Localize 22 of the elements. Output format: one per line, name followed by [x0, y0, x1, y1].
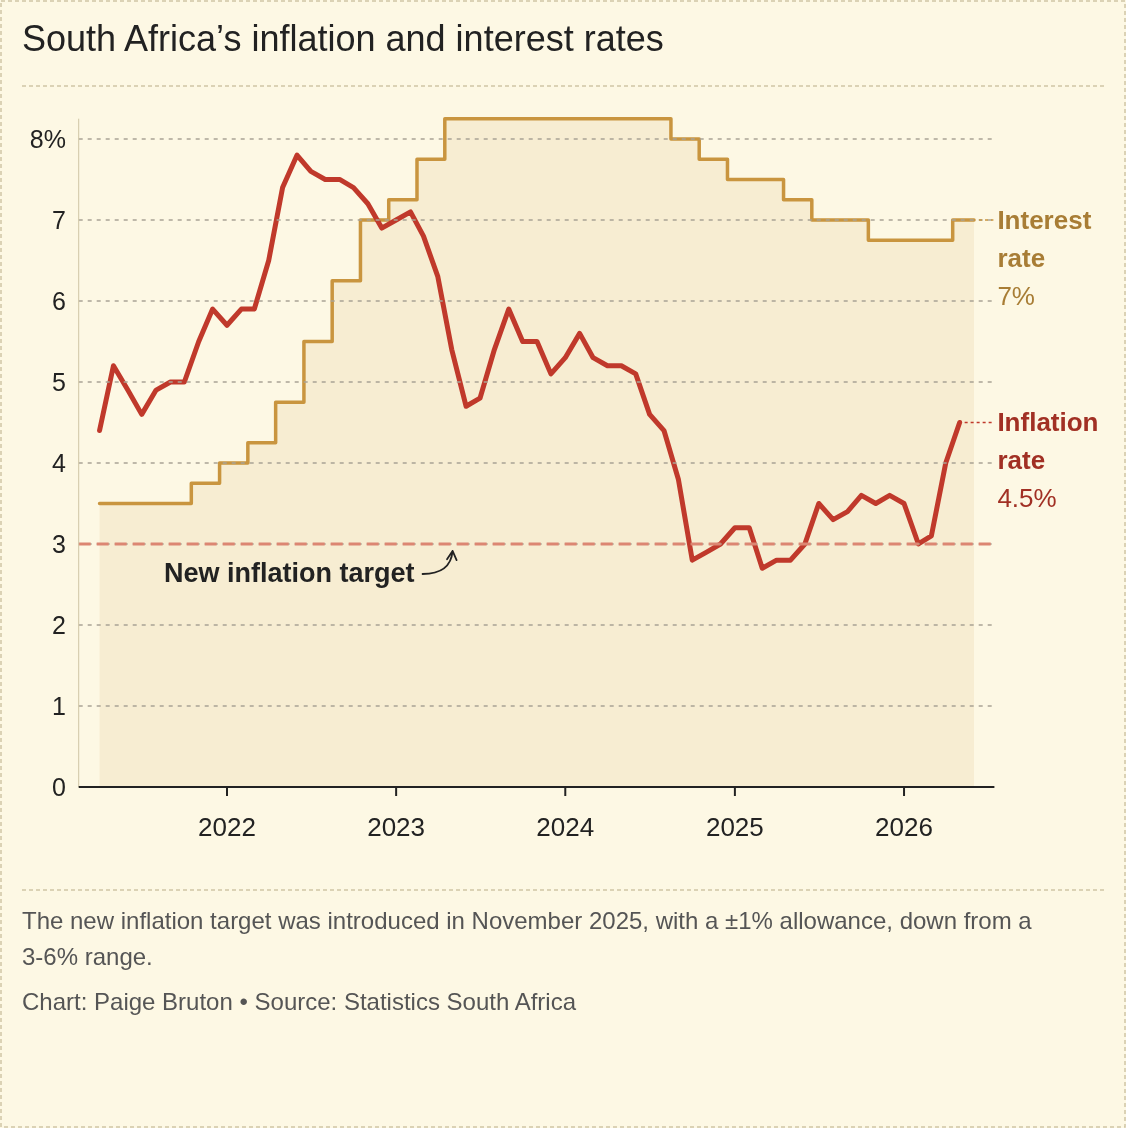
y-tick-label: 4 — [52, 448, 67, 477]
chart-title: South Africa’s inflation and interest rates — [22, 18, 664, 59]
text: Chart: Paige Bruton • Source: Statistics South Africa — [22, 988, 577, 1015]
y-tick-label: 3 — [52, 529, 66, 558]
text: The new inflation target was introduced in November 2025, with a ±1% allowance, down from a 3-6% range. — [22, 907, 1033, 970]
data-label: 7% — [997, 280, 1035, 311]
x-tick-label: 2025 — [705, 812, 764, 842]
x-tick-label: 2024 — [536, 812, 595, 842]
y-tick-label: 1 — [52, 691, 66, 720]
x-tick-label: 2023 — [367, 812, 426, 842]
x-tick-label: 2026 — [875, 812, 933, 842]
y-tick-label: 2 — [52, 610, 66, 639]
data-label: 4.5% — [997, 483, 1057, 514]
y-tick-label: 5 — [52, 367, 66, 396]
y-tick-label: 0 — [52, 773, 66, 801]
x-tick-label: 2022 — [198, 812, 256, 842]
y-tick-label: 6 — [52, 286, 66, 315]
legend-label: Interest rate — [997, 204, 1092, 273]
y-tick-label: 8% — [29, 124, 66, 153]
legend-label: Inflation rate — [997, 407, 1099, 476]
ref-line-label: New inflation target — [164, 557, 415, 588]
y-tick-label: 7 — [52, 205, 66, 234]
